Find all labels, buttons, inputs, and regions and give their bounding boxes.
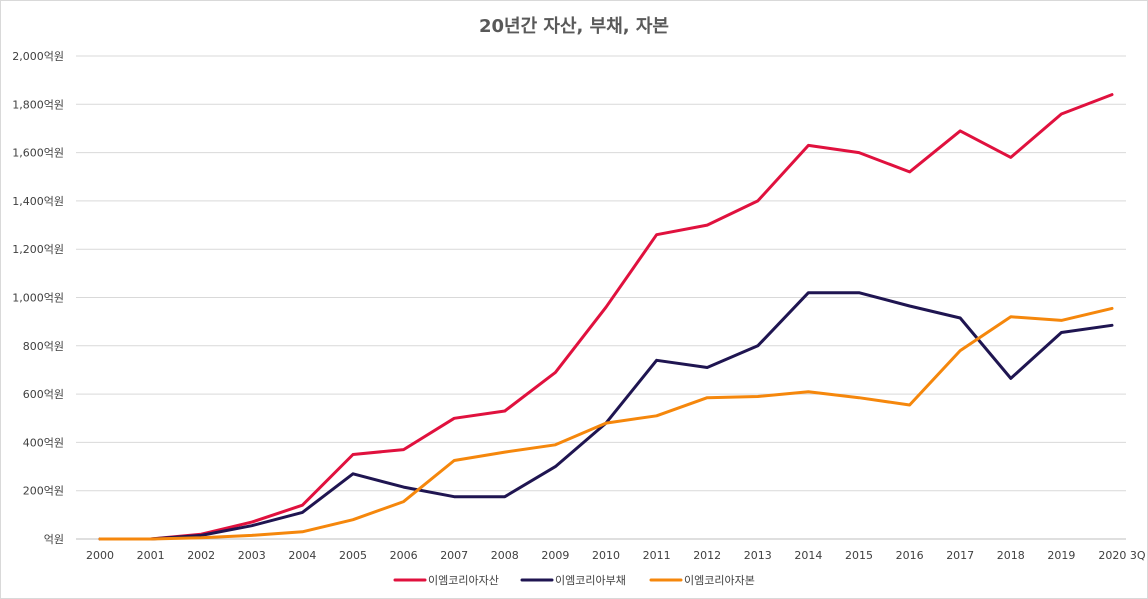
x-tick-label: 2018 xyxy=(997,549,1025,562)
x-tick-label: 2008 xyxy=(491,549,519,562)
x-tick-label: 2006 xyxy=(390,549,418,562)
y-tick-label: 200억원 xyxy=(23,485,64,498)
y-tick-label: 800억원 xyxy=(23,340,64,353)
legend-label: 이엠코리아자본 xyxy=(684,574,755,587)
legend-item-1: 이엠코리아부채 xyxy=(520,574,626,587)
x-tick-label: 2005 xyxy=(339,549,367,562)
x-axis-ticks: 2000 2001 2002 2003 2004 2005 2006 2007 2008 2009… xyxy=(86,549,1146,562)
y-tick-label: 1,400억원 xyxy=(12,195,64,208)
legend-label: 이엠코리아부채 xyxy=(555,574,626,587)
x-tick-label: 2015 xyxy=(845,549,873,562)
y-tick-label: 1,200억원 xyxy=(12,243,64,256)
y-tick-label: 1,800억원 xyxy=(12,98,64,111)
x-tick-label: 2003 xyxy=(238,549,266,562)
legend-item-0: 이엠코리아자산 xyxy=(393,574,499,587)
y-tick-label: 400억원 xyxy=(23,436,64,449)
y-tick-label: 1,000억원 xyxy=(12,292,64,305)
legend-label: 이엠코리아자산 xyxy=(428,574,499,587)
x-tick-label: 2000 xyxy=(86,549,114,562)
legend-item-2: 이엠코리아자본 xyxy=(649,574,755,587)
x-tick-label: 2016 xyxy=(896,549,924,562)
y-tick-label: 1,600억원 xyxy=(12,147,64,160)
y-tick-label: 2,000억원 xyxy=(12,50,64,63)
y-tick-label: 억원 xyxy=(44,533,64,546)
x-tick-label: 2002 xyxy=(187,549,215,562)
legend: 이엠코리아자산 이엠코리아부채 이엠코리아자본 xyxy=(393,574,755,587)
x-tick-label: 2009 xyxy=(541,549,569,562)
x-tick-label: 2011 xyxy=(643,549,671,562)
x-tick-label: 2013 xyxy=(744,549,772,562)
y-tick-label: 600억원 xyxy=(23,388,64,401)
x-tick-label: 2017 xyxy=(946,549,974,562)
series-line-0 xyxy=(98,93,1114,541)
x-tick-label: 2020 3Q xyxy=(1098,549,1145,562)
x-tick-label: 2001 xyxy=(137,549,165,562)
x-tick-label: 2004 xyxy=(288,549,316,562)
series-line-2 xyxy=(98,306,1114,541)
x-tick-label: 2010 xyxy=(592,549,620,562)
x-tick-label: 2012 xyxy=(693,549,721,562)
x-tick-label: 2019 xyxy=(1047,549,1075,562)
x-tick-label: 2014 xyxy=(794,549,822,562)
series-lines xyxy=(98,93,1114,541)
chart-title: 20년간 자산, 부채, 자본 xyxy=(479,16,669,37)
x-tick-label: 2007 xyxy=(440,549,468,562)
y-axis-ticks: 억원 200억원 400억원 600억원 800억원 1,000억원 1,200억원 1,40… xyxy=(12,50,64,546)
series-line-1 xyxy=(98,291,1114,541)
grid-lines xyxy=(76,55,1126,540)
